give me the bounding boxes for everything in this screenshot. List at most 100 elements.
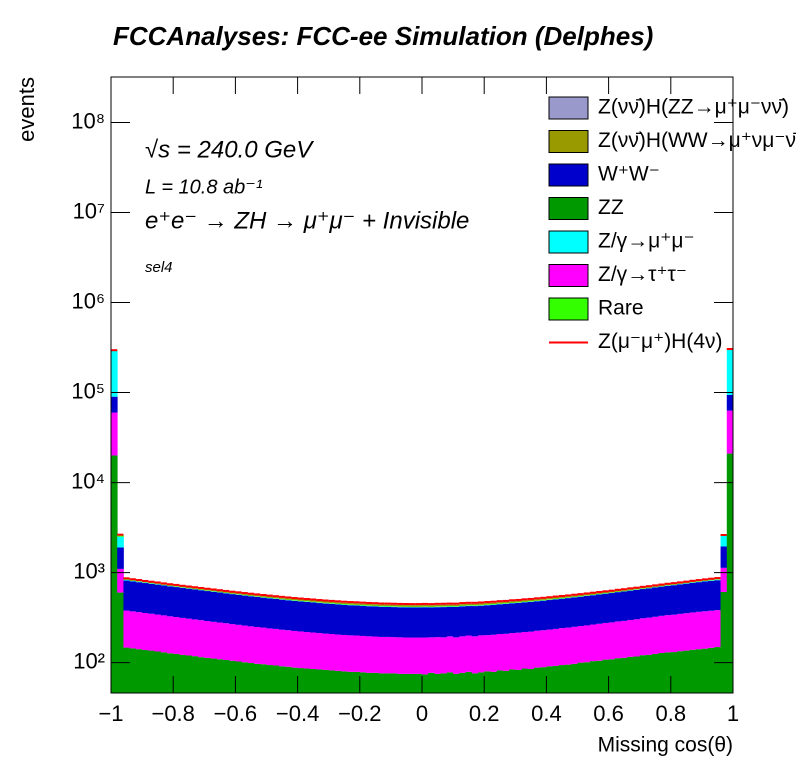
histogram-bar (229, 660, 236, 693)
histogram-bar (254, 626, 261, 664)
histogram-bar (496, 603, 504, 604)
annotation: L = 10.8 ab⁻¹ (145, 176, 263, 198)
histogram-bar (726, 453, 734, 693)
histogram-bar (596, 660, 603, 693)
histogram-bar (266, 598, 274, 629)
histogram-bar (540, 598, 547, 600)
histogram-bar (546, 629, 554, 667)
histogram-bar (453, 606, 460, 638)
histogram-bar (372, 606, 379, 637)
histogram-bar (372, 605, 379, 607)
histogram-bar (714, 610, 721, 648)
histogram-bar (154, 584, 162, 615)
histogram-bar (571, 595, 578, 597)
histogram-bar (484, 605, 491, 636)
histogram-bar (565, 598, 572, 628)
legend-swatch (548, 297, 589, 321)
histogram-bar (701, 581, 709, 612)
histogram-bar (415, 605, 423, 607)
histogram-bar (465, 635, 473, 672)
histogram-bar (397, 606, 404, 607)
histogram-bar (422, 674, 429, 693)
histogram-bar (291, 630, 298, 668)
histogram-bar (453, 637, 460, 674)
histogram-bar (241, 625, 249, 663)
histogram-bar (384, 673, 392, 693)
histogram-bar (602, 622, 609, 660)
histogram-bar (291, 598, 298, 601)
histogram-bar (527, 631, 535, 669)
histogram-bar (403, 605, 410, 607)
histogram-bar (198, 590, 205, 621)
histogram-bar (515, 602, 522, 633)
histogram-bar (652, 616, 659, 654)
histogram-bar (278, 629, 286, 667)
histogram-bar (135, 649, 143, 693)
histogram-bar (683, 583, 690, 614)
histogram-bar (322, 633, 330, 670)
x-tick-label: 0.6 (593, 701, 624, 726)
histogram-bar (720, 535, 728, 547)
histogram-bar (247, 596, 255, 627)
histogram-bar (708, 647, 715, 693)
histogram-bar (353, 604, 361, 606)
histogram-bar (565, 627, 572, 665)
histogram-bar (191, 587, 199, 589)
x-tick-label: −0.2 (338, 701, 381, 726)
histogram-bar (198, 588, 205, 590)
histogram-bar (471, 636, 479, 674)
histogram-bar (160, 584, 168, 585)
histogram-bar (639, 618, 647, 656)
histogram-bar (422, 607, 429, 638)
histogram-bar (589, 593, 597, 595)
histogram-bar (509, 601, 516, 603)
histogram-bar (397, 604, 404, 607)
histogram-bar (484, 635, 491, 672)
histogram-bar (446, 636, 454, 673)
histogram-bar (471, 603, 479, 606)
histogram-bar (596, 623, 603, 661)
histogram-bar (142, 583, 149, 613)
histogram-bar (297, 599, 305, 601)
histogram-bar (310, 600, 317, 602)
histogram-bar (490, 604, 498, 635)
histogram-bar (303, 631, 311, 669)
histogram-bar (117, 536, 124, 548)
histogram-bar (328, 603, 336, 604)
histogram-bar (471, 606, 479, 637)
histogram-bar (129, 581, 137, 612)
histogram-bar (614, 592, 622, 622)
histogram-bar (521, 668, 529, 693)
histogram-bar (434, 607, 442, 638)
histogram-bar (658, 585, 665, 587)
histogram-bar (409, 607, 417, 638)
histogram-bar (459, 636, 466, 673)
histogram-bar (179, 654, 187, 693)
histogram-bar (477, 604, 485, 606)
histogram-bar (123, 647, 131, 693)
histogram-bar (378, 604, 386, 606)
histogram-bar (328, 601, 336, 604)
histogram-bar (496, 670, 504, 693)
histogram-bar (533, 601, 541, 631)
histogram-bar (390, 606, 398, 607)
histogram-bar (129, 611, 137, 649)
histogram-bar (260, 627, 267, 665)
x-axis-label: Missing cos(θ) (598, 734, 733, 757)
histogram-bar (403, 673, 410, 693)
histogram-bar (260, 664, 267, 693)
histogram-bar (515, 669, 522, 693)
x-tick-label: 0 (416, 701, 428, 726)
histogram-bar (390, 607, 398, 638)
histogram-bar (614, 590, 622, 592)
histogram-bar (390, 604, 398, 607)
histogram-bar (477, 603, 485, 605)
legend-label: Z/γ→μ⁺μ⁻ (598, 230, 695, 253)
histogram-bar (198, 620, 205, 658)
histogram-bar (645, 617, 653, 655)
histogram-bar (390, 637, 398, 674)
histogram-bar (210, 591, 218, 622)
histogram-bar (241, 662, 249, 693)
histogram-bar (154, 651, 162, 693)
histogram-bar (683, 613, 690, 651)
